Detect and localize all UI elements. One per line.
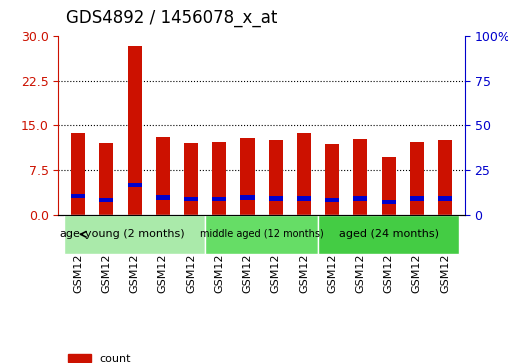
Bar [297,196,311,200]
Bar [184,143,198,215]
Bar [438,196,452,200]
Text: young (2 months): young (2 months) [85,229,184,239]
Bar [240,196,255,200]
Bar [184,197,198,201]
Bar [156,137,170,215]
Bar [100,198,113,202]
Bar [410,142,424,215]
Bar [354,139,367,215]
Bar [205,215,318,254]
Bar [64,215,205,254]
Bar [71,194,85,198]
Bar [269,196,283,200]
Bar [212,197,227,201]
Bar [212,142,227,215]
Bar [325,144,339,215]
Bar [156,196,170,200]
Bar [410,196,424,200]
Bar [128,46,142,215]
Legend: count, percentile rank within the sample: count, percentile rank within the sample [64,349,292,363]
Bar [128,183,142,187]
Text: aged (24 months): aged (24 months) [339,229,438,239]
Bar [71,132,85,215]
Bar [318,215,459,254]
Bar [100,143,113,215]
Bar [354,196,367,200]
Bar [382,157,396,215]
Text: GDS4892 / 1456078_x_at: GDS4892 / 1456078_x_at [66,9,277,27]
Bar [382,200,396,204]
Text: middle aged (12 months): middle aged (12 months) [200,229,324,239]
Bar [438,140,452,215]
Bar [269,140,283,215]
Text: age: age [59,229,80,239]
Bar [325,198,339,202]
Bar [240,138,255,215]
Bar [297,132,311,215]
